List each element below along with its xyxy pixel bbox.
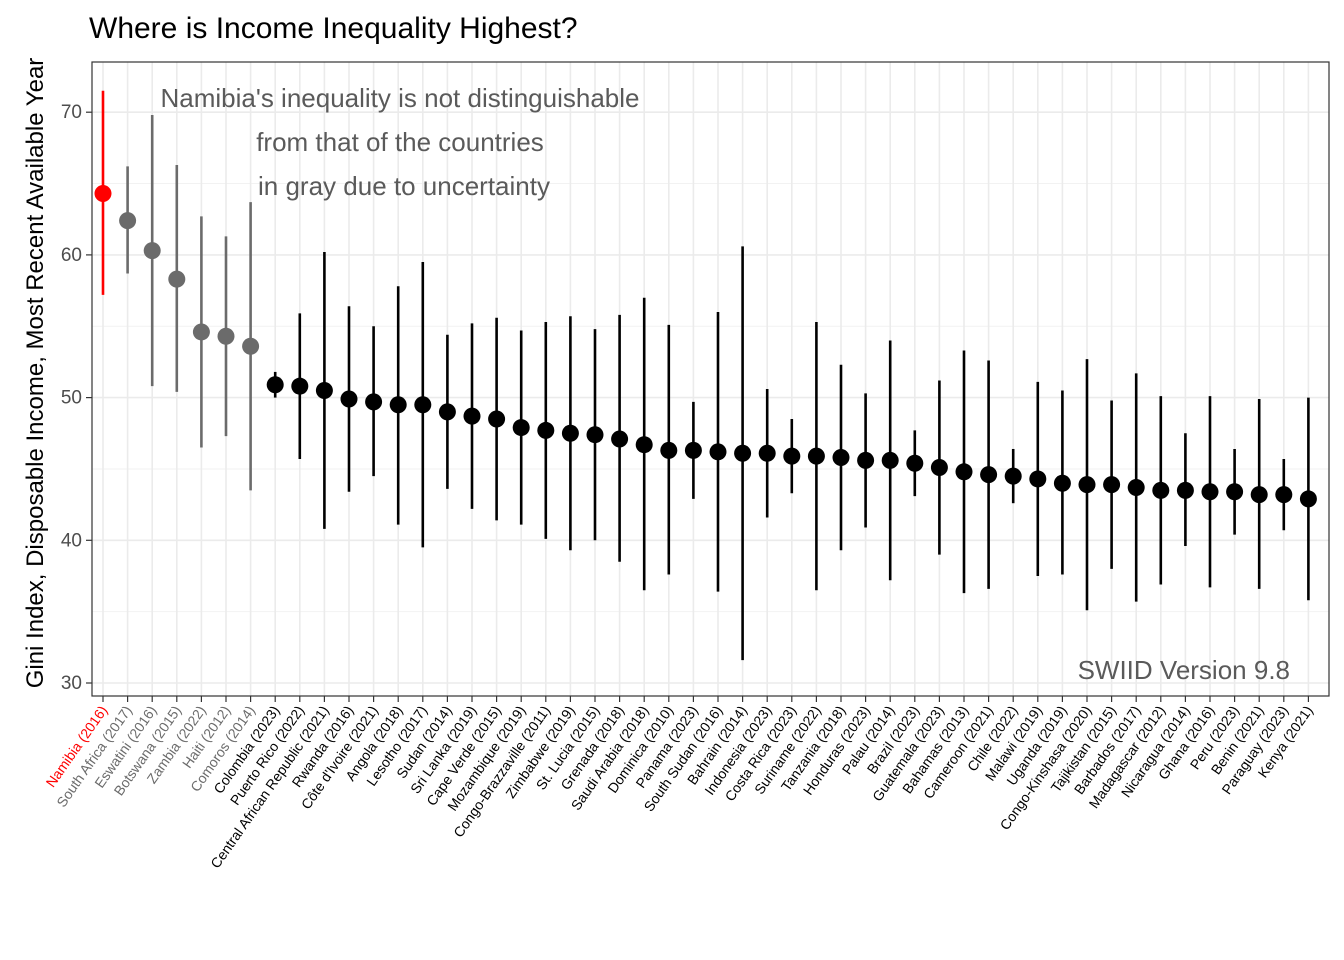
data-point [709, 443, 727, 461]
data-point [611, 430, 629, 448]
data-point [365, 393, 383, 411]
data-point [463, 407, 481, 425]
data-point [635, 436, 653, 454]
data-point [1004, 467, 1022, 485]
data-point [1299, 490, 1317, 508]
data-point [881, 451, 899, 469]
data-point [438, 403, 456, 421]
data-point [1029, 470, 1047, 488]
data-point [217, 327, 235, 345]
y-tick-label: 70 [61, 102, 82, 123]
y-tick-label: 40 [61, 530, 82, 551]
data-point [242, 337, 260, 355]
chart-title: Where is Income Inequality Highest? [89, 12, 578, 45]
data-points [94, 185, 1317, 508]
data-point [1078, 476, 1096, 494]
data-point [684, 441, 702, 459]
data-point [266, 376, 284, 394]
data-point [119, 212, 137, 230]
data-point [734, 444, 752, 462]
data-point [94, 185, 112, 203]
data-point [783, 447, 801, 465]
y-tick-label: 50 [61, 388, 82, 409]
data-point [1250, 486, 1268, 504]
data-point [1127, 479, 1145, 497]
data-point [980, 466, 998, 484]
x-axis: Namibia (2016)South Africa (2017)Eswatin… [42, 696, 1316, 871]
data-point [1275, 486, 1293, 504]
data-point [660, 441, 678, 459]
y-axis: 30 40 50 60 70 [61, 102, 92, 694]
plot-border [91, 61, 1330, 697]
data-point [1201, 483, 1219, 501]
y-tick-label: 30 [61, 673, 82, 694]
data-point [1053, 474, 1071, 492]
data-point [1103, 476, 1121, 494]
data-point [955, 463, 973, 481]
data-point [414, 396, 432, 414]
data-point [807, 447, 825, 465]
annotation-text: Namibia's inequality is not distinguisha… [160, 83, 639, 201]
source-note: SWIID Version 9.8 [1078, 655, 1290, 685]
data-point [512, 419, 530, 437]
data-point [291, 377, 309, 395]
data-point [537, 421, 555, 439]
annotation-line: in gray due to uncertainty [258, 171, 550, 201]
data-point [192, 323, 210, 341]
data-point [1176, 481, 1194, 499]
data-point [758, 444, 776, 462]
data-point [586, 426, 604, 444]
data-point [168, 270, 186, 288]
annotation-line: from that of the countries [256, 127, 544, 157]
y-axis-label: Gini Index, Disposable Income, Most Rece… [22, 58, 49, 689]
data-point [561, 424, 579, 442]
y-tick-label: 60 [61, 245, 82, 266]
data-point [315, 381, 333, 399]
data-point [906, 454, 924, 472]
data-point [1152, 481, 1170, 499]
data-point [389, 396, 407, 414]
data-point [930, 459, 948, 477]
data-point [488, 410, 506, 428]
data-point [857, 451, 875, 469]
data-point [143, 242, 161, 260]
data-point [1226, 483, 1244, 501]
data-point [832, 449, 850, 467]
annotation-line: Namibia's inequality is not distinguisha… [160, 83, 639, 113]
data-point [340, 390, 358, 408]
